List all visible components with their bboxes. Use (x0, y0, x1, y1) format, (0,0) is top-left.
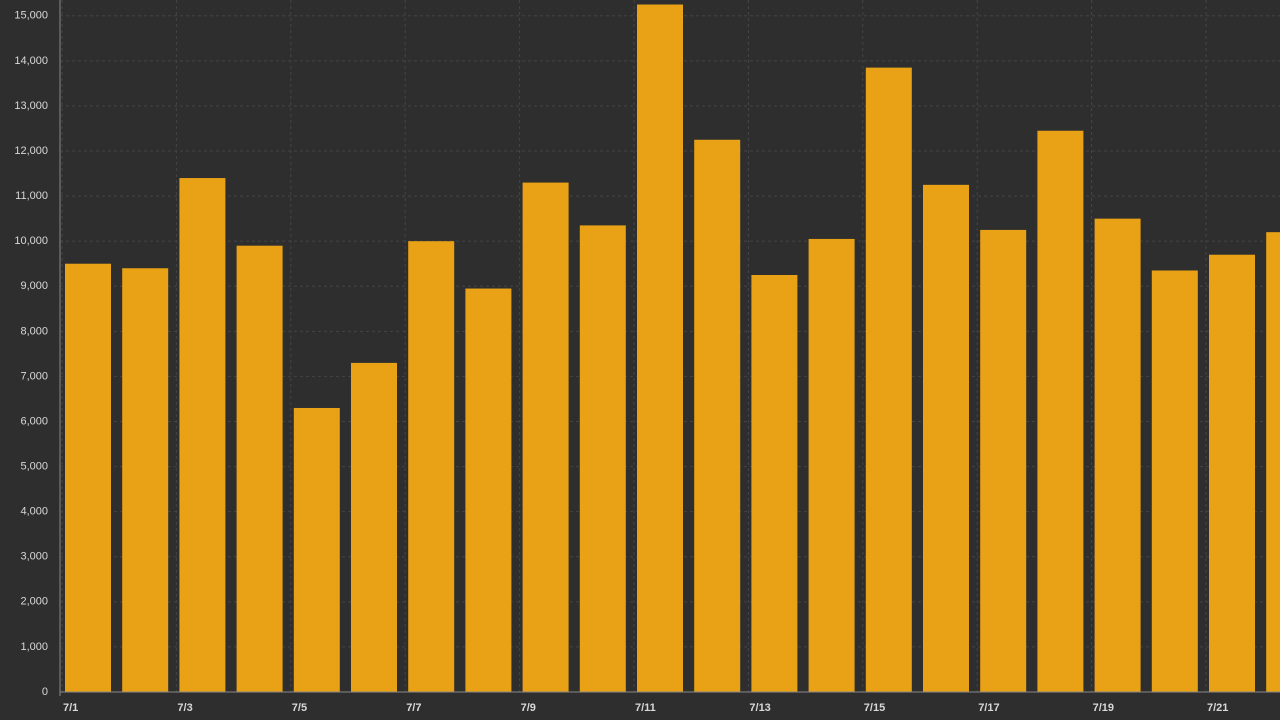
y-tick-label: 14,000 (14, 55, 48, 67)
x-tick-label: 7/1 (63, 702, 78, 714)
y-tick-label: 4,000 (20, 506, 48, 518)
bar (980, 229, 1027, 692)
bar (408, 241, 455, 692)
y-tick-label: 12,000 (14, 145, 48, 157)
bar (1037, 130, 1084, 693)
y-tick-label: 9,000 (20, 280, 48, 292)
y-tick-label: 3,000 (20, 551, 48, 563)
y-tick-label: 15,000 (14, 10, 48, 22)
bar (637, 4, 683, 693)
x-tick-label: 7/7 (406, 702, 421, 714)
y-tick-label: 11,000 (15, 190, 48, 202)
bar (1209, 254, 1255, 693)
bar (694, 139, 741, 692)
bar (1151, 270, 1198, 692)
y-tick-label: 8,000 (20, 325, 48, 337)
bar (465, 288, 512, 692)
bar (236, 245, 283, 692)
y-tick-label: 2,000 (20, 596, 48, 608)
bar (1266, 232, 1280, 693)
x-tick-label: 7/19 (1093, 702, 1114, 714)
y-tick-label: 1,000 (20, 641, 48, 653)
bar (923, 184, 969, 693)
x-tick-label: 7/5 (292, 702, 307, 714)
y-tick-label: 0 (42, 686, 48, 698)
x-tick-label: 7/3 (177, 702, 192, 714)
y-tick-label: 13,000 (14, 100, 48, 112)
y-tick-label: 7,000 (20, 370, 48, 382)
y-tick-label: 10,000 (14, 235, 48, 247)
bar (293, 407, 340, 692)
x-tick-label: 7/9 (521, 702, 536, 714)
x-tick-label: 7/11 (635, 702, 656, 714)
bar (1094, 218, 1141, 692)
bar (522, 182, 569, 692)
x-tick-label: 7/17 (978, 702, 999, 714)
x-tick-label: 7/21 (1207, 702, 1228, 714)
bar (122, 268, 169, 692)
bar (808, 238, 855, 693)
y-tick-label: 5,000 (20, 460, 48, 472)
bar (351, 362, 397, 692)
bar (179, 178, 226, 692)
y-tick-label: 6,000 (20, 415, 48, 427)
x-tick-label: 7/13 (749, 702, 770, 714)
bar (865, 67, 912, 693)
bar (751, 274, 798, 692)
bar (579, 225, 626, 692)
bar (65, 263, 111, 692)
x-tick-label: 7/15 (864, 702, 885, 714)
